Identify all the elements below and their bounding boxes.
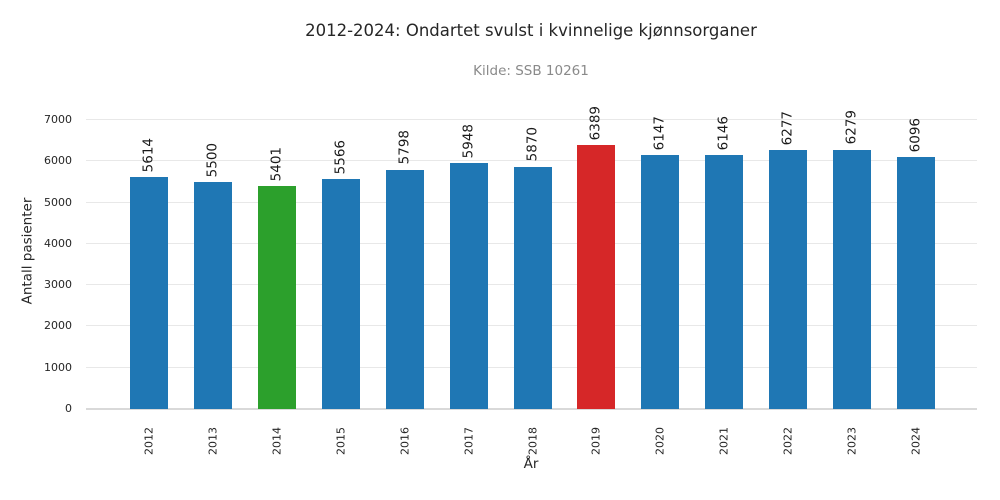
bar-value-label: 5614 [140, 137, 157, 173]
x-tick-label: 2019 [589, 427, 603, 455]
bar-value-label: 6279 [843, 110, 860, 145]
y-tick-label: 5000 [44, 195, 72, 209]
bar-value-label: 6277 [779, 110, 796, 145]
x-axis-baseline [86, 408, 977, 410]
bar [449, 163, 488, 409]
x-tick-label: 2012 [142, 427, 156, 455]
bar-value-label: 5798 [395, 130, 412, 165]
bar [130, 177, 168, 409]
y-tick-label: 0 [65, 402, 72, 415]
x-tick-label: 2013 [206, 427, 220, 455]
x-tick-label: 2024 [909, 427, 923, 455]
bar [513, 166, 552, 409]
y-tick-label: 7000 [44, 113, 72, 126]
bar [897, 157, 936, 409]
bar [321, 179, 360, 409]
y-axis-tick-labels: 0 1000 2000 3000 4000 5000 6000 7000 [14, 113, 72, 415]
y-tick-label: 3000 [44, 278, 72, 292]
x-tick-label: 2014 [270, 427, 284, 455]
gridline [86, 160, 977, 162]
bar [769, 149, 808, 409]
x-tick-label: 2021 [717, 427, 731, 455]
bar-value-label: 5566 [332, 139, 348, 175]
bar [257, 186, 296, 409]
x-tick-label: 2015 [334, 427, 348, 455]
bar-value-label: 5948 [459, 124, 476, 159]
x-tick-label: 2017 [462, 427, 476, 455]
x-tick-label: 2020 [653, 427, 667, 455]
y-tick-label: 4000 [44, 236, 72, 250]
bar-value-label: 6146 [715, 115, 732, 151]
x-axis-title: År [523, 456, 539, 472]
bar [385, 169, 424, 409]
bar [193, 181, 232, 409]
x-tick-label: 2018 [526, 427, 540, 455]
y-tick-label: 2000 [44, 319, 72, 333]
bar [577, 145, 616, 409]
chart-subtitle: Kilde: SSB 10261 [473, 63, 589, 79]
bar [833, 149, 872, 409]
bar-value-label: 5500 [204, 142, 221, 177]
x-tick-label: 2022 [781, 427, 795, 455]
x-tick-label: 2023 [845, 427, 859, 455]
x-tick-label: 2016 [398, 427, 412, 455]
plot-area: 5614 2012 5500 2013 5401 2014 5566 2015 5798 2016… [86, 106, 977, 455]
bar [705, 155, 744, 409]
bar [641, 155, 680, 409]
y-tick-label: 1000 [44, 360, 72, 374]
bar-value-label: 5870 [523, 127, 540, 162]
y-tick-label: 6000 [44, 154, 72, 168]
bar-value-label: 6096 [907, 117, 924, 153]
chart-title: 2012-2024: Ondartet svulst i kvinnelige … [305, 21, 757, 40]
bar-value-label: 6147 [651, 115, 668, 151]
bar-value-label: 5401 [268, 146, 285, 182]
bar-value-label: 6389 [587, 105, 604, 141]
gridline [86, 119, 977, 120]
